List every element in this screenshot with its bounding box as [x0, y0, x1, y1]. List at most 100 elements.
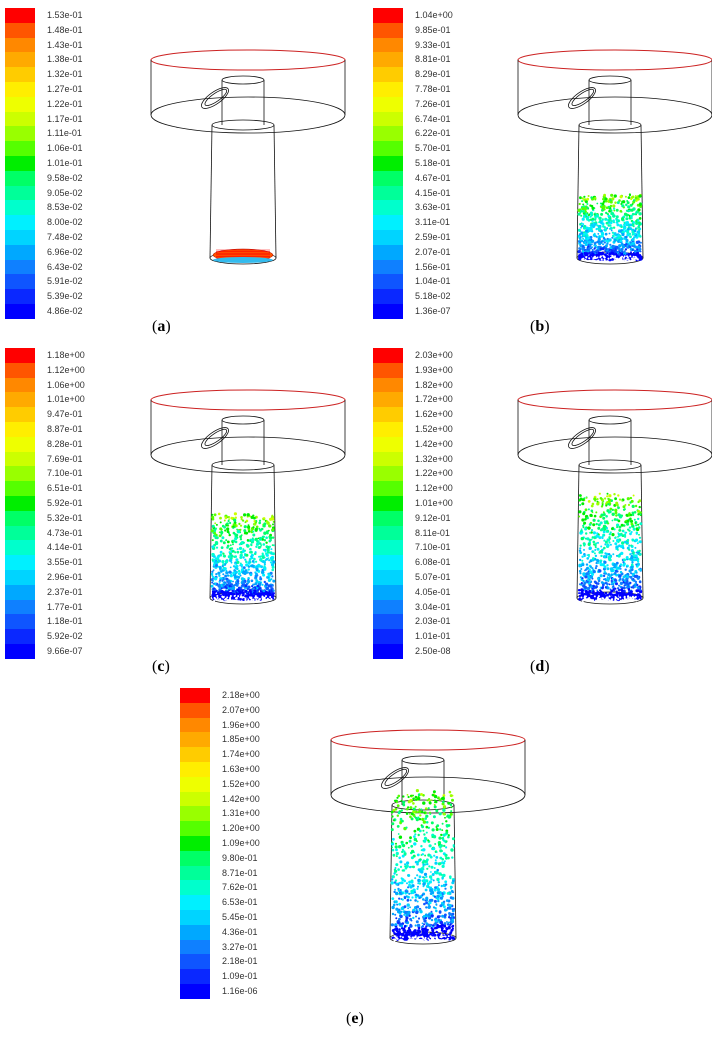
colorbar-label: 1.01e+00 — [47, 394, 85, 405]
colorbar-swatch — [373, 436, 403, 452]
colorbar-label: 5.18e-02 — [415, 291, 451, 302]
colorbar-swatch — [373, 37, 403, 53]
colorbar-swatch — [373, 466, 403, 482]
particle-bed-d — [577, 492, 643, 602]
colorbar-label: 8.81e-01 — [415, 54, 451, 65]
panel-caption-d: (d) — [530, 658, 550, 675]
colorbar-label: 9.80e-01 — [222, 852, 258, 863]
colorbar-swatch — [5, 67, 35, 83]
colorbar-swatch — [180, 702, 210, 718]
colorbar-label: 8.28e-01 — [47, 438, 83, 449]
inner-pipe-top — [221, 75, 265, 85]
colorbar-swatch — [373, 599, 403, 615]
colorbar-label: 1.06e-01 — [47, 143, 83, 154]
colorbar-swatch — [5, 555, 35, 571]
colorbar-swatch — [373, 451, 403, 467]
colorbar-label: 2.37e-01 — [47, 586, 83, 597]
colorbar-label: 7.10e-01 — [47, 468, 83, 479]
colorbar-label: 1.96e+00 — [222, 719, 260, 730]
colorbar-label: 8.29e-01 — [415, 69, 451, 80]
colorbar-swatch — [373, 185, 403, 201]
colorbar-swatch — [180, 865, 210, 881]
colorbar-label: 8.53e-02 — [47, 202, 83, 213]
colorbar-swatch — [180, 836, 210, 851]
colorbar-label: 6.51e-01 — [47, 483, 83, 494]
colorbar-label: 4.05e-01 — [415, 586, 451, 597]
colorbar-label: 2.07e+00 — [222, 704, 260, 715]
colorbar-label: 6.74e-01 — [415, 113, 451, 124]
colorbar-label: 9.05e-02 — [47, 187, 83, 198]
panel-caption-letter: a — [157, 318, 166, 335]
colorbar-label: 1.38e-01 — [47, 54, 83, 65]
colorbar-label: 6.96e-02 — [47, 246, 83, 257]
colorbar-swatch — [373, 52, 403, 68]
colorbar-label: 6.08e-01 — [415, 557, 451, 568]
colorbar-label: 9.85e-01 — [415, 24, 451, 35]
colorbar-swatch — [5, 52, 35, 68]
colorbar-swatch — [5, 215, 35, 231]
colorbar-label: 1.18e+00 — [47, 350, 85, 360]
colorbar-swatch — [180, 821, 210, 837]
reactor-scene-c — [150, 389, 346, 605]
particle-bed-a — [212, 248, 274, 263]
panel-caption-letter: e — [351, 1010, 359, 1027]
vessel-base — [517, 436, 712, 474]
inlet-nozzle — [201, 427, 229, 449]
colorbar-label: 1.06e+00 — [47, 379, 85, 390]
colorbar-label: 9.58e-02 — [47, 172, 83, 183]
colorbar-swatch — [180, 688, 210, 703]
colorbar-swatch — [5, 466, 35, 482]
colorbar-label: 8.71e-01 — [222, 867, 258, 878]
panel-caption-letter: d — [535, 658, 545, 675]
colorbar-swatch — [5, 451, 35, 467]
colorbar-swatch — [373, 525, 403, 541]
vessel-top-rim — [150, 389, 346, 411]
colorbar-swatch — [5, 82, 35, 97]
colorbar-label: 1.53e-01 — [47, 10, 83, 20]
colorbar-label: 2.18e+00 — [222, 690, 260, 700]
colorbar-label: 3.04e-01 — [415, 601, 451, 612]
colorbar-swatch — [373, 22, 403, 38]
colorbar-label: 4.73e-01 — [47, 527, 83, 538]
colorbar-swatch — [373, 540, 403, 556]
colorbar-label: 5.32e-01 — [47, 512, 83, 523]
colorbar-label: 6.53e-01 — [222, 897, 258, 908]
colorbar-label: 1.17e-01 — [47, 113, 83, 124]
colorbar-swatch — [373, 200, 403, 216]
reactor-scene-d — [517, 389, 712, 605]
colorbar-swatch — [373, 377, 403, 393]
panel-caption-letter: b — [535, 318, 545, 335]
colorbar-swatch — [180, 747, 210, 763]
colorbar-label: 1.09e-01 — [222, 971, 258, 982]
colorbar-label: 1.27e-01 — [47, 84, 83, 94]
reactor-scene-e — [330, 729, 526, 945]
colorbar-swatch — [373, 570, 403, 585]
colorbar-label: 9.33e-01 — [415, 39, 451, 50]
colorbar-label: 1.20e+00 — [222, 823, 260, 834]
panel-caption-c: (c) — [152, 658, 170, 675]
colorbar-swatch — [180, 939, 210, 955]
colorbar-swatch — [373, 274, 403, 290]
colorbar-swatch — [373, 67, 403, 83]
inner-pipe-top — [221, 415, 265, 425]
colorbar-label: 1.01e+00 — [415, 498, 453, 508]
colorbar-label: 7.69e-01 — [47, 453, 83, 464]
reactor-scene-a — [150, 49, 346, 265]
colorbar-swatch — [5, 407, 35, 423]
colorbar-label: 1.22e+00 — [415, 468, 453, 479]
inner-pipe-top — [401, 755, 445, 765]
inner-pipe-top — [588, 75, 632, 85]
colorbar-swatch — [373, 289, 403, 305]
colorbar-swatch — [180, 791, 210, 807]
colorbar-label: 1.93e+00 — [415, 364, 453, 375]
colorbar-label: 5.07e-01 — [415, 572, 451, 582]
panel-caption-b: (b) — [530, 318, 550, 335]
colorbar-label: 1.42e+00 — [222, 793, 260, 804]
colorbar-swatch — [373, 215, 403, 231]
colorbar-label: 6.22e-01 — [415, 128, 451, 139]
vessel-top-rim — [517, 389, 712, 411]
colorbar-swatch — [5, 141, 35, 157]
colorbar-swatch — [373, 614, 403, 630]
particle-bed-c — [210, 512, 276, 602]
vessel-top-rim — [150, 49, 346, 71]
